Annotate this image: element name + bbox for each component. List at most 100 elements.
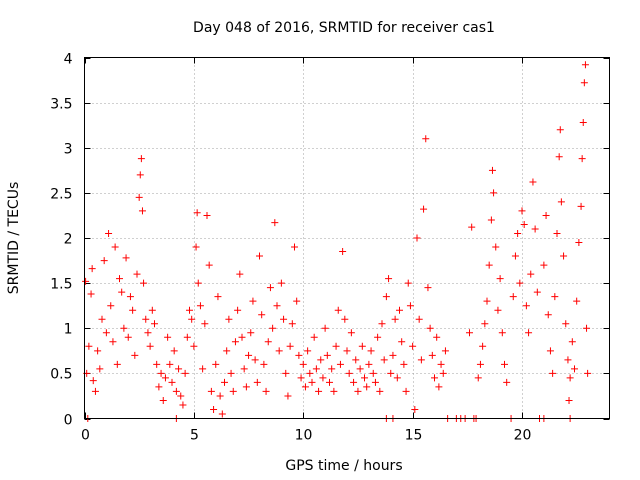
data-point xyxy=(525,329,533,337)
data-point xyxy=(358,342,366,350)
data-point xyxy=(291,243,298,251)
data-point xyxy=(485,261,493,269)
data-point xyxy=(234,306,242,314)
data-point xyxy=(579,118,587,126)
data-point xyxy=(509,293,517,301)
data-point xyxy=(216,392,224,400)
data-point xyxy=(488,166,496,174)
data-point xyxy=(481,320,489,328)
data-point xyxy=(91,387,99,395)
data-point xyxy=(138,207,146,215)
data-point xyxy=(431,374,438,382)
data-point xyxy=(319,374,327,382)
data-point xyxy=(520,220,528,228)
data-point xyxy=(466,329,473,337)
data-point xyxy=(129,306,137,314)
data-point xyxy=(317,356,325,364)
data-point xyxy=(85,342,93,350)
data-point xyxy=(288,320,296,328)
data-point xyxy=(501,360,508,368)
data-point xyxy=(518,207,526,215)
y-tick-labels: 0 0.5 1 1.5 2 2.5 3 3.5 4 xyxy=(50,52,72,429)
chart-title: Day 048 of 2016, SRMTID for receiver cas… xyxy=(193,20,495,36)
data-point xyxy=(347,329,355,337)
data-point xyxy=(177,392,185,400)
data-point xyxy=(581,61,589,69)
data-point xyxy=(417,356,425,364)
data-point xyxy=(190,342,198,350)
data-point xyxy=(310,333,318,341)
data-point xyxy=(428,351,436,359)
data-point xyxy=(356,365,364,373)
data-point xyxy=(205,261,213,269)
data-point xyxy=(411,405,419,413)
data-point xyxy=(385,275,393,283)
data-point xyxy=(240,365,248,373)
data-point xyxy=(422,135,430,143)
data-point xyxy=(201,320,209,328)
data-point xyxy=(564,356,572,364)
data-point xyxy=(580,79,588,87)
data-point xyxy=(231,338,239,346)
data-point xyxy=(280,315,288,323)
data-point xyxy=(562,320,570,328)
data-point xyxy=(396,306,403,314)
data-point xyxy=(575,239,583,247)
data-point xyxy=(503,378,511,386)
data-point xyxy=(391,315,399,323)
data-point xyxy=(199,365,207,373)
data-point xyxy=(583,324,591,332)
data-point xyxy=(286,342,294,350)
plot-frame xyxy=(84,57,610,419)
y-tick-label: 4 xyxy=(64,52,73,68)
data-point xyxy=(350,378,358,386)
data-point xyxy=(345,369,353,377)
data-point xyxy=(376,387,384,395)
data-point xyxy=(308,378,316,386)
data-point xyxy=(266,284,274,292)
data-point xyxy=(271,219,279,227)
data-point xyxy=(306,369,314,377)
data-point xyxy=(476,360,484,368)
data-point xyxy=(578,155,586,163)
data-point xyxy=(573,297,581,305)
data-point xyxy=(533,288,541,296)
data-point xyxy=(168,378,176,386)
data-point xyxy=(437,360,445,368)
data-point xyxy=(135,193,143,201)
data-point xyxy=(183,333,191,341)
data-point xyxy=(146,342,154,350)
x-tick-label: 5 xyxy=(190,428,199,444)
data-point xyxy=(194,279,202,287)
data-point xyxy=(439,369,447,377)
data-point xyxy=(98,315,106,323)
data-point xyxy=(113,360,121,368)
data-point xyxy=(166,360,174,368)
data-point xyxy=(223,347,231,355)
data-point xyxy=(551,293,559,301)
data-point xyxy=(415,315,423,323)
data-point xyxy=(382,293,390,301)
data-point xyxy=(433,333,441,341)
axis-ticks xyxy=(84,57,610,420)
data-point xyxy=(498,329,506,337)
data-point xyxy=(111,243,119,251)
data-point xyxy=(124,333,132,341)
data-point xyxy=(188,315,196,323)
data-point xyxy=(527,270,535,278)
data-point xyxy=(245,351,253,359)
data-point xyxy=(555,153,563,161)
data-point xyxy=(82,277,90,285)
data-point xyxy=(249,297,257,305)
data-point xyxy=(483,297,491,305)
data-point xyxy=(529,178,537,186)
data-point xyxy=(151,320,158,328)
data-point xyxy=(330,387,338,395)
x-tick-label: 15 xyxy=(405,428,423,444)
data-point xyxy=(251,356,259,364)
data-point xyxy=(107,302,115,310)
data-point xyxy=(88,265,96,273)
data-point xyxy=(116,275,123,283)
